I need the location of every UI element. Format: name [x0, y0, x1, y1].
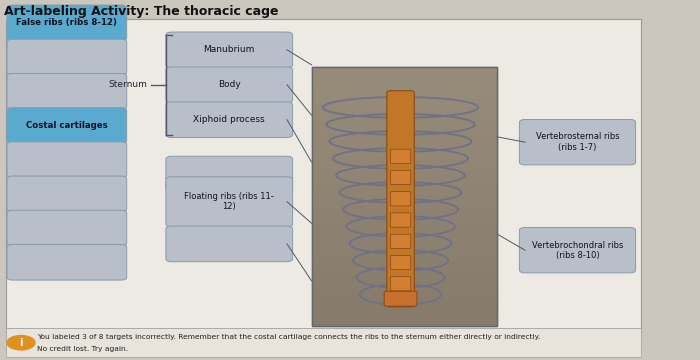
FancyBboxPatch shape	[312, 222, 497, 235]
FancyBboxPatch shape	[312, 274, 497, 287]
Text: False ribs (ribs 8-12): False ribs (ribs 8-12)	[16, 18, 118, 27]
FancyBboxPatch shape	[7, 39, 127, 75]
FancyBboxPatch shape	[166, 102, 293, 138]
Text: Floating ribs (ribs 11-
12): Floating ribs (ribs 11- 12)	[184, 192, 274, 211]
FancyBboxPatch shape	[312, 248, 497, 261]
Text: Art-labeling Activity: The thoracic cage: Art-labeling Activity: The thoracic cage	[4, 5, 278, 18]
Text: Costal cartilages: Costal cartilages	[26, 121, 108, 130]
FancyBboxPatch shape	[6, 19, 640, 339]
Text: Vertebrosternal ribs
(ribs 1-7): Vertebrosternal ribs (ribs 1-7)	[536, 132, 620, 152]
FancyBboxPatch shape	[312, 67, 497, 80]
Text: Xiphoid process: Xiphoid process	[193, 115, 265, 124]
FancyBboxPatch shape	[7, 244, 127, 280]
FancyBboxPatch shape	[312, 67, 497, 326]
FancyBboxPatch shape	[7, 5, 127, 41]
FancyBboxPatch shape	[312, 93, 497, 105]
FancyBboxPatch shape	[7, 210, 127, 246]
FancyBboxPatch shape	[312, 183, 497, 196]
FancyBboxPatch shape	[312, 131, 497, 144]
Circle shape	[7, 336, 35, 350]
FancyBboxPatch shape	[312, 235, 497, 248]
FancyBboxPatch shape	[312, 287, 497, 300]
FancyBboxPatch shape	[312, 313, 497, 326]
FancyBboxPatch shape	[166, 32, 293, 68]
FancyBboxPatch shape	[391, 170, 411, 185]
FancyBboxPatch shape	[387, 91, 414, 307]
FancyBboxPatch shape	[7, 73, 127, 109]
FancyBboxPatch shape	[6, 328, 640, 357]
FancyBboxPatch shape	[519, 228, 636, 273]
FancyBboxPatch shape	[312, 144, 497, 157]
Text: No credit lost. Try again.: No credit lost. Try again.	[37, 346, 128, 352]
Text: You labeled 3 of 8 targets incorrectly. Remember that the costal cartilage conne: You labeled 3 of 8 targets incorrectly. …	[37, 334, 540, 340]
Text: Vertebrochondral ribs
(ribs 8-10): Vertebrochondral ribs (ribs 8-10)	[532, 240, 623, 260]
FancyBboxPatch shape	[7, 176, 127, 212]
FancyBboxPatch shape	[7, 142, 127, 177]
Text: Sternum: Sternum	[108, 80, 148, 89]
FancyBboxPatch shape	[312, 209, 497, 222]
FancyBboxPatch shape	[166, 226, 293, 262]
FancyBboxPatch shape	[391, 149, 411, 163]
FancyBboxPatch shape	[166, 67, 293, 103]
FancyBboxPatch shape	[384, 291, 417, 306]
FancyBboxPatch shape	[312, 157, 497, 170]
FancyBboxPatch shape	[166, 177, 293, 227]
FancyBboxPatch shape	[312, 105, 497, 118]
FancyBboxPatch shape	[519, 120, 636, 165]
FancyBboxPatch shape	[312, 170, 497, 183]
Text: i: i	[20, 338, 22, 348]
FancyBboxPatch shape	[391, 192, 411, 206]
FancyBboxPatch shape	[312, 118, 497, 131]
Text: Manubrium: Manubrium	[204, 45, 255, 54]
FancyBboxPatch shape	[312, 80, 497, 93]
FancyBboxPatch shape	[312, 196, 497, 209]
FancyBboxPatch shape	[312, 261, 497, 274]
FancyBboxPatch shape	[391, 256, 411, 270]
FancyBboxPatch shape	[7, 108, 127, 143]
FancyBboxPatch shape	[391, 277, 411, 291]
Text: Body: Body	[218, 80, 241, 89]
FancyBboxPatch shape	[391, 213, 411, 227]
FancyBboxPatch shape	[391, 234, 411, 248]
FancyBboxPatch shape	[166, 156, 293, 192]
FancyBboxPatch shape	[312, 300, 497, 313]
